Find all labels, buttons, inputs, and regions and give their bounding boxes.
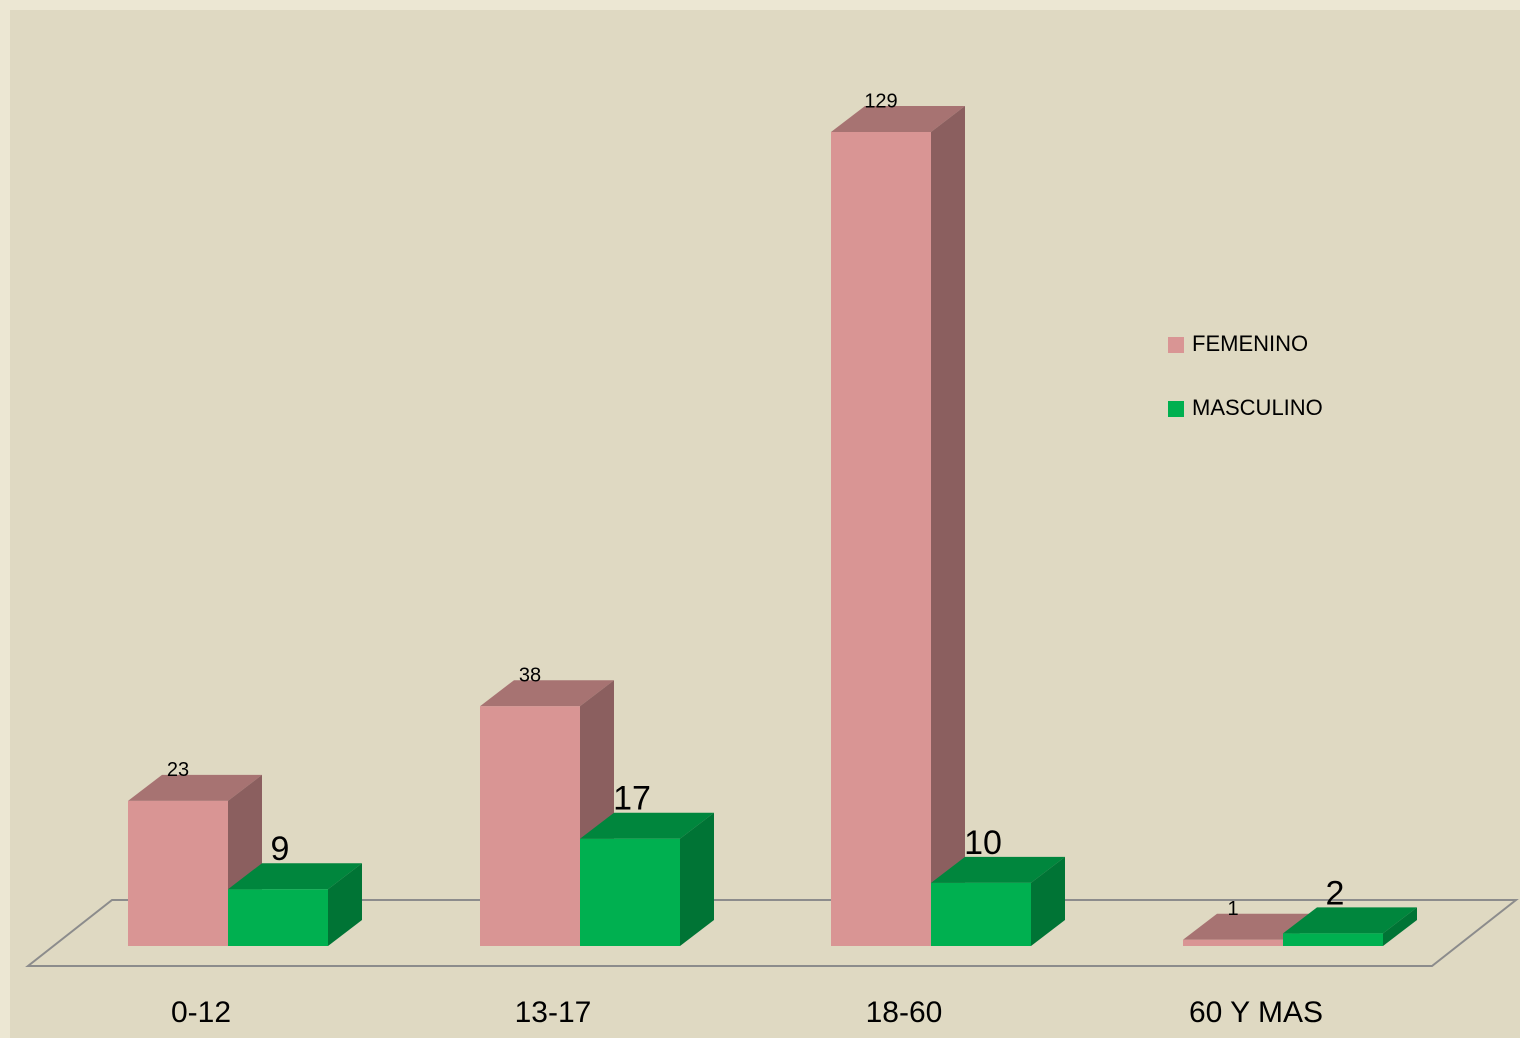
bar-face bbox=[128, 800, 228, 946]
legend-label: FEMENINO bbox=[1192, 331, 1308, 356]
bar-face bbox=[931, 882, 1031, 946]
legend-swatch bbox=[1168, 401, 1184, 417]
bar-face bbox=[580, 812, 714, 839]
bar bbox=[480, 680, 614, 946]
data-label: 1 bbox=[1227, 898, 1238, 920]
data-label: 2 bbox=[1326, 874, 1345, 912]
bar-face bbox=[480, 706, 580, 946]
x-tick-label: 0-12 bbox=[171, 996, 231, 1029]
data-label: 129 bbox=[864, 90, 897, 112]
bar-face bbox=[1283, 907, 1417, 934]
floor bbox=[25, 899, 1519, 967]
data-label: 10 bbox=[964, 824, 1002, 862]
bar-face bbox=[931, 856, 1065, 883]
bar bbox=[128, 774, 262, 946]
bar-face bbox=[1283, 933, 1383, 946]
bar-face bbox=[680, 812, 714, 946]
bar-face bbox=[1383, 907, 1417, 946]
x-tick-label: 18-60 bbox=[866, 996, 943, 1029]
x-tick-label: 60 Y MAS bbox=[1189, 996, 1323, 1029]
data-label: 9 bbox=[271, 830, 290, 868]
bar-face bbox=[580, 838, 680, 946]
bar-face bbox=[228, 889, 328, 946]
bar-face bbox=[128, 774, 262, 801]
data-label: 38 bbox=[519, 664, 541, 686]
bar-face bbox=[1031, 856, 1065, 946]
bar bbox=[228, 863, 362, 946]
bar-face bbox=[1183, 939, 1283, 946]
bar bbox=[580, 812, 714, 946]
legend-label: MASCULINO bbox=[1192, 395, 1323, 420]
data-label: 23 bbox=[167, 759, 189, 781]
legend-swatch bbox=[1168, 337, 1184, 353]
x-tick-label: 13-17 bbox=[515, 996, 592, 1029]
bar-face bbox=[480, 680, 614, 707]
bar-face bbox=[831, 132, 931, 946]
bar bbox=[831, 106, 965, 946]
bar-face bbox=[831, 106, 965, 132]
bar-face bbox=[228, 863, 362, 890]
bar bbox=[931, 856, 1065, 946]
bar bbox=[1283, 907, 1417, 946]
data-label: 17 bbox=[613, 780, 651, 818]
bar-face bbox=[931, 106, 965, 946]
bar-face bbox=[328, 863, 362, 946]
